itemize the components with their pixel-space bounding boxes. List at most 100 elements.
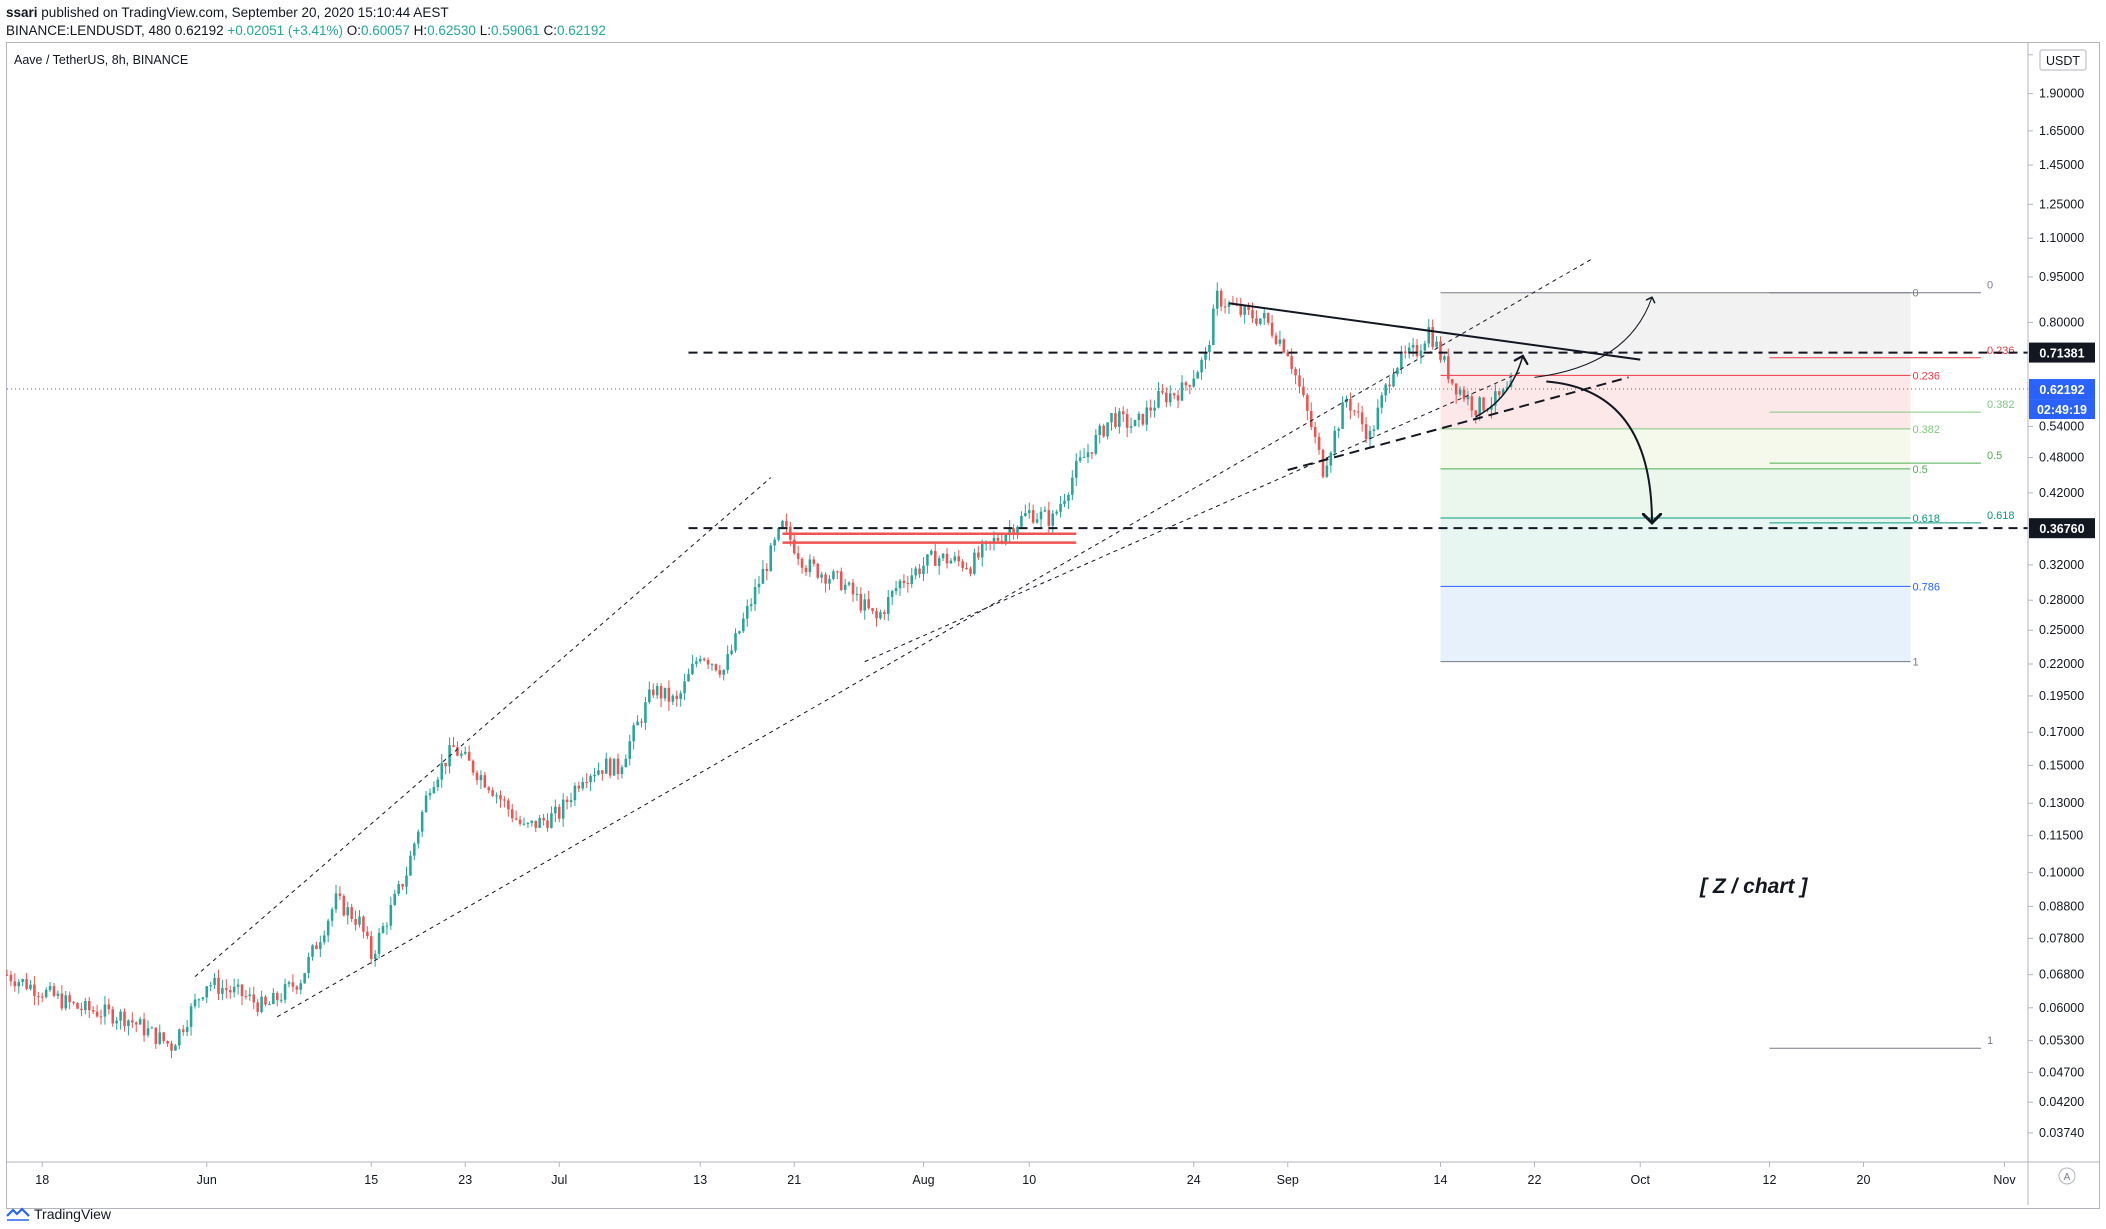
candle-body	[1141, 413, 1145, 425]
candle-body	[287, 982, 291, 985]
candle-body	[185, 1026, 189, 1032]
candle-body	[201, 997, 205, 1000]
candle-body	[1098, 425, 1102, 435]
candle-body	[84, 1000, 87, 1011]
candle-body	[1298, 375, 1301, 387]
candle-body	[1208, 344, 1211, 353]
channel-middle-line[interactable]	[277, 257, 1594, 1018]
candle-body	[1106, 422, 1109, 437]
tradingview-logo-icon[interactable]	[6, 1207, 30, 1221]
triangle-upper-trendline[interactable]	[1228, 302, 1641, 361]
auto-scale-button[interactable]: A	[2058, 1167, 2076, 1185]
footer-brand[interactable]: TradingView	[34, 1206, 112, 1222]
candle-body	[1490, 405, 1493, 410]
price-level-tag[interactable]	[2029, 518, 2095, 539]
price-tick-label: 1.90000	[2039, 87, 2084, 101]
footer: TradingView	[6, 1206, 111, 1222]
current-price-tag[interactable]	[2029, 379, 2095, 400]
price-tick-label: 0.06000	[2039, 1001, 2084, 1015]
candle-body	[620, 767, 624, 775]
candle-body	[1447, 356, 1450, 380]
candle-body	[569, 800, 573, 803]
candle-body	[593, 774, 596, 777]
fib-band	[1440, 428, 1911, 469]
candle-body	[530, 820, 534, 823]
price-change: +0.02051 (+3.41%)	[227, 23, 343, 38]
high-value: 0.62530	[427, 23, 476, 38]
candle-body	[303, 973, 306, 984]
price-tick-label: 0.11500	[2039, 829, 2083, 843]
candle-body	[808, 559, 812, 573]
projection-arrow-up[interactable]	[1475, 356, 1523, 418]
candle-body	[1325, 465, 1329, 477]
candle-body	[150, 1027, 154, 1029]
chart-frame[interactable]	[6, 42, 2100, 1209]
candle-body	[181, 1029, 185, 1032]
candle-body	[1071, 477, 1074, 495]
currency-badge[interactable]: USDT	[2039, 49, 2087, 71]
candle-body	[640, 721, 643, 723]
candle-body	[1153, 407, 1156, 411]
price-tick-label: 1.10000	[2039, 231, 2084, 245]
candle-body	[1360, 412, 1364, 425]
candle-body	[193, 999, 197, 1007]
candle-body	[495, 795, 498, 797]
candle-body	[178, 1029, 181, 1046]
candle-body	[769, 545, 773, 572]
candle-body	[1047, 510, 1051, 526]
candle-body	[279, 999, 283, 1001]
candle-body	[393, 893, 397, 905]
candle-body	[99, 1016, 103, 1018]
candle-body	[1004, 534, 1008, 543]
fib-level-label: 0.786	[1913, 581, 1941, 593]
candle-body	[796, 553, 800, 559]
time-tick-label: Nov	[1993, 1173, 2016, 1187]
candle-body	[291, 982, 295, 987]
candle-body	[843, 584, 847, 591]
candle-body	[1165, 392, 1168, 403]
time-axis: 18 Jun 15 23 Jul 13 21 Aug 10 24 Sep 14 22 Oct 12 20 Nov	[7, 1161, 2099, 1187]
low-value: 0.59061	[490, 23, 540, 38]
candle-body	[945, 553, 949, 564]
price-tick-label: 0.05300	[2039, 1034, 2084, 1048]
candle-body	[1212, 308, 1215, 345]
channel-lower-line[interactable]	[864, 370, 1523, 663]
publisher-name[interactable]: ssari	[6, 5, 38, 20]
price-level-tag[interactable]	[2029, 342, 2095, 363]
channel-upper-line[interactable]	[194, 477, 772, 978]
candle-body	[162, 1032, 165, 1041]
candle-body	[1039, 511, 1043, 520]
candle-body	[542, 817, 545, 821]
candle-body	[1306, 395, 1309, 411]
candle-body	[330, 909, 334, 921]
candle-body	[695, 661, 698, 664]
candle-body	[1121, 411, 1125, 415]
candle-body	[745, 606, 749, 619]
candle-body	[354, 918, 357, 925]
candle-body	[64, 995, 68, 1009]
fib-band	[1440, 518, 1911, 587]
candle-body	[1294, 368, 1297, 376]
candle-body	[749, 604, 753, 607]
candle-body	[366, 931, 369, 937]
candle-body	[1012, 528, 1015, 535]
candle-body	[933, 550, 937, 566]
price-axis: 2.200001.900001.650001.450001.250001.100…	[2027, 43, 2095, 1205]
candle-body	[1035, 519, 1039, 523]
candle-body	[275, 992, 279, 1001]
fib-band	[1440, 586, 1911, 662]
candle-body	[777, 528, 780, 540]
candle-body	[546, 820, 549, 828]
candle-body	[839, 571, 843, 591]
candle-body	[142, 1019, 146, 1036]
triangle-lower-trendline[interactable]	[1287, 376, 1629, 471]
open-label: O:	[346, 23, 362, 38]
projection-arrow-down[interactable]	[1546, 380, 1652, 523]
candle-body	[197, 999, 201, 1001]
projection-arrow-breakout[interactable]	[1534, 297, 1653, 378]
candle-body	[134, 1022, 138, 1025]
candle-body	[1396, 368, 1399, 375]
time-tick-label: 14	[1434, 1173, 1448, 1187]
candle-body	[1270, 322, 1274, 336]
